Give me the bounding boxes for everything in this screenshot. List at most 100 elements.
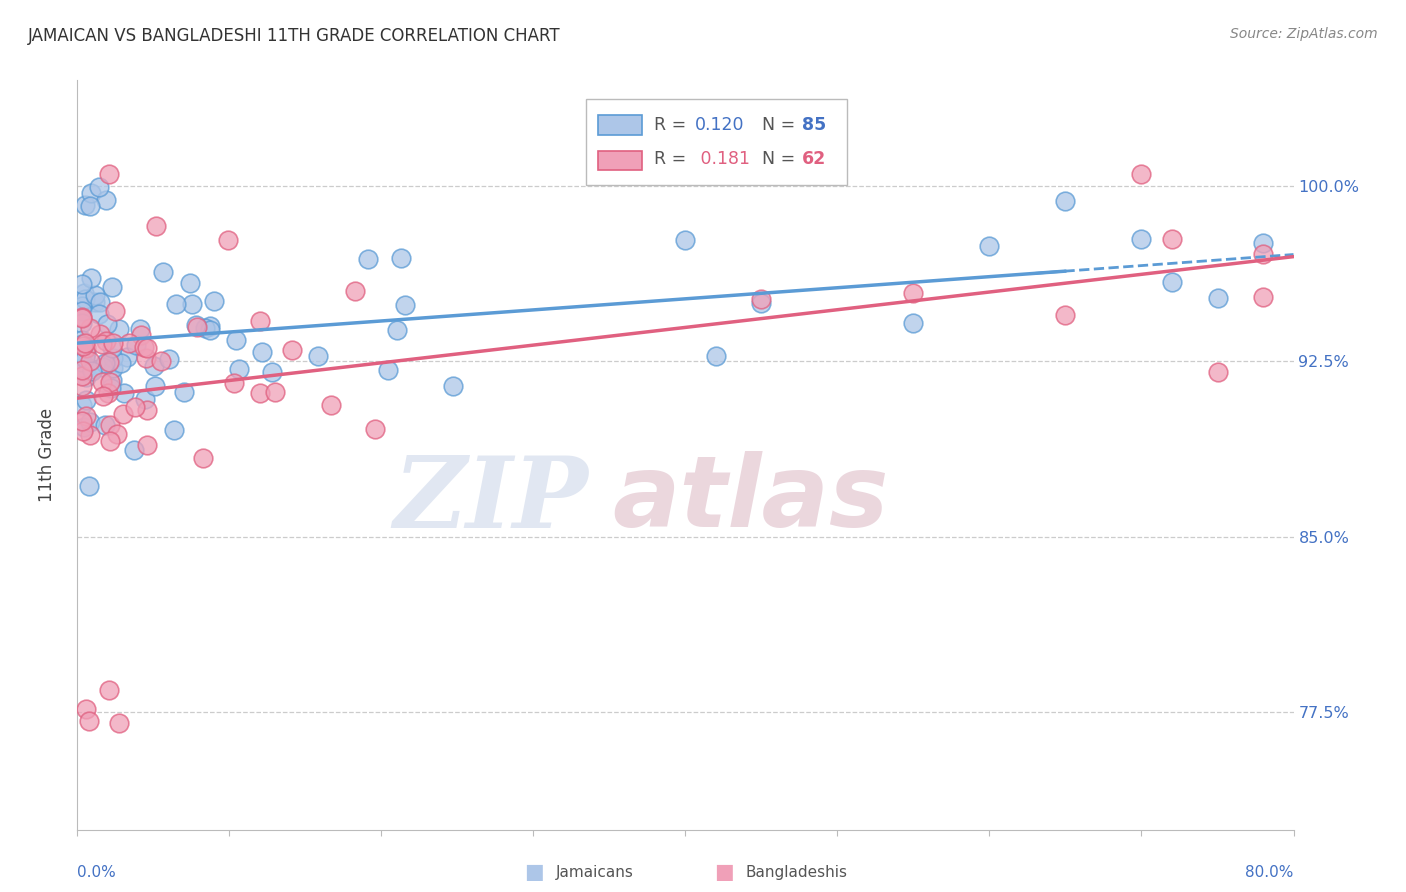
Point bbox=[100, 381, 122, 395]
Text: N =: N = bbox=[751, 116, 801, 134]
Point bbox=[903, 317, 925, 331]
Bar bbox=[598, 151, 641, 170]
Point bbox=[101, 372, 124, 386]
Point bbox=[94, 417, 117, 432]
Point bbox=[387, 323, 409, 337]
Point bbox=[145, 219, 167, 233]
Point bbox=[97, 355, 120, 369]
Point bbox=[84, 295, 107, 310]
Point bbox=[101, 342, 124, 356]
Point bbox=[198, 323, 221, 337]
Point bbox=[357, 252, 380, 267]
Point bbox=[129, 327, 152, 342]
Point bbox=[1130, 167, 1153, 181]
Point bbox=[704, 349, 727, 363]
Point bbox=[344, 284, 367, 298]
Point bbox=[70, 304, 93, 318]
Point bbox=[108, 716, 131, 731]
Point bbox=[143, 379, 166, 393]
Text: 0.120: 0.120 bbox=[695, 116, 745, 134]
Point bbox=[80, 271, 103, 285]
Point bbox=[194, 321, 217, 335]
Point bbox=[101, 279, 124, 293]
Text: 80.0%: 80.0% bbox=[1246, 864, 1294, 880]
Point bbox=[70, 337, 93, 351]
Point bbox=[70, 277, 93, 291]
Text: Bangladeshis: Bangladeshis bbox=[745, 865, 848, 880]
Point bbox=[136, 437, 159, 451]
Point bbox=[125, 338, 148, 352]
Point bbox=[1054, 308, 1077, 322]
Point bbox=[75, 409, 97, 424]
Point bbox=[98, 375, 121, 389]
Point bbox=[70, 317, 93, 331]
Text: ZIP: ZIP bbox=[394, 451, 588, 548]
Point bbox=[98, 418, 121, 433]
Text: ■: ■ bbox=[714, 863, 734, 882]
Point bbox=[83, 287, 105, 301]
Point bbox=[1251, 247, 1274, 261]
Point bbox=[1206, 365, 1229, 379]
Point bbox=[186, 318, 208, 332]
Point bbox=[91, 389, 114, 403]
Point bbox=[73, 285, 96, 300]
Point bbox=[94, 334, 117, 349]
Point bbox=[228, 362, 250, 376]
Point bbox=[75, 702, 97, 716]
Point bbox=[96, 318, 118, 332]
Point bbox=[110, 356, 132, 370]
Point bbox=[104, 304, 127, 318]
Point bbox=[75, 341, 97, 355]
Point bbox=[264, 385, 287, 400]
Text: Source: ZipAtlas.com: Source: ZipAtlas.com bbox=[1230, 27, 1378, 41]
Point bbox=[79, 714, 101, 729]
Point bbox=[225, 333, 247, 347]
Bar bbox=[586, 99, 848, 186]
Point bbox=[135, 351, 157, 365]
Point bbox=[250, 344, 273, 359]
Point bbox=[1161, 275, 1184, 289]
Point bbox=[98, 683, 121, 698]
Point bbox=[1251, 235, 1274, 250]
Point bbox=[222, 376, 245, 390]
Text: 0.0%: 0.0% bbox=[77, 864, 117, 880]
Point bbox=[142, 359, 165, 373]
Point bbox=[124, 401, 146, 415]
Point bbox=[377, 363, 399, 377]
Point bbox=[73, 198, 96, 212]
Point bbox=[321, 398, 343, 412]
Point bbox=[100, 434, 122, 448]
Point bbox=[75, 346, 97, 360]
Point bbox=[94, 193, 117, 207]
Point bbox=[122, 443, 145, 458]
Point bbox=[91, 375, 114, 389]
Point bbox=[132, 340, 155, 354]
Point bbox=[180, 296, 202, 310]
Point bbox=[70, 369, 93, 384]
Point bbox=[75, 369, 97, 384]
Text: 62: 62 bbox=[803, 150, 827, 168]
Point bbox=[249, 385, 271, 400]
Point bbox=[186, 319, 208, 334]
Text: JAMAICAN VS BANGLADESHI 11TH GRADE CORRELATION CHART: JAMAICAN VS BANGLADESHI 11TH GRADE CORRE… bbox=[28, 27, 561, 45]
Point bbox=[117, 350, 139, 364]
Point bbox=[72, 345, 94, 359]
Point bbox=[73, 292, 96, 306]
Text: ■: ■ bbox=[524, 863, 544, 882]
Point bbox=[80, 362, 103, 376]
Point bbox=[87, 180, 110, 194]
Point bbox=[77, 478, 100, 492]
Point bbox=[75, 351, 97, 365]
Point bbox=[73, 420, 96, 434]
Point bbox=[1206, 291, 1229, 305]
Point bbox=[70, 310, 93, 324]
Point bbox=[751, 292, 773, 306]
Point bbox=[112, 386, 135, 401]
Text: R =: R = bbox=[654, 116, 692, 134]
Point bbox=[98, 167, 121, 181]
Point bbox=[134, 392, 156, 406]
Text: 0.181: 0.181 bbox=[695, 150, 751, 168]
Point bbox=[70, 311, 93, 326]
Point bbox=[200, 319, 222, 334]
Point bbox=[173, 384, 195, 399]
